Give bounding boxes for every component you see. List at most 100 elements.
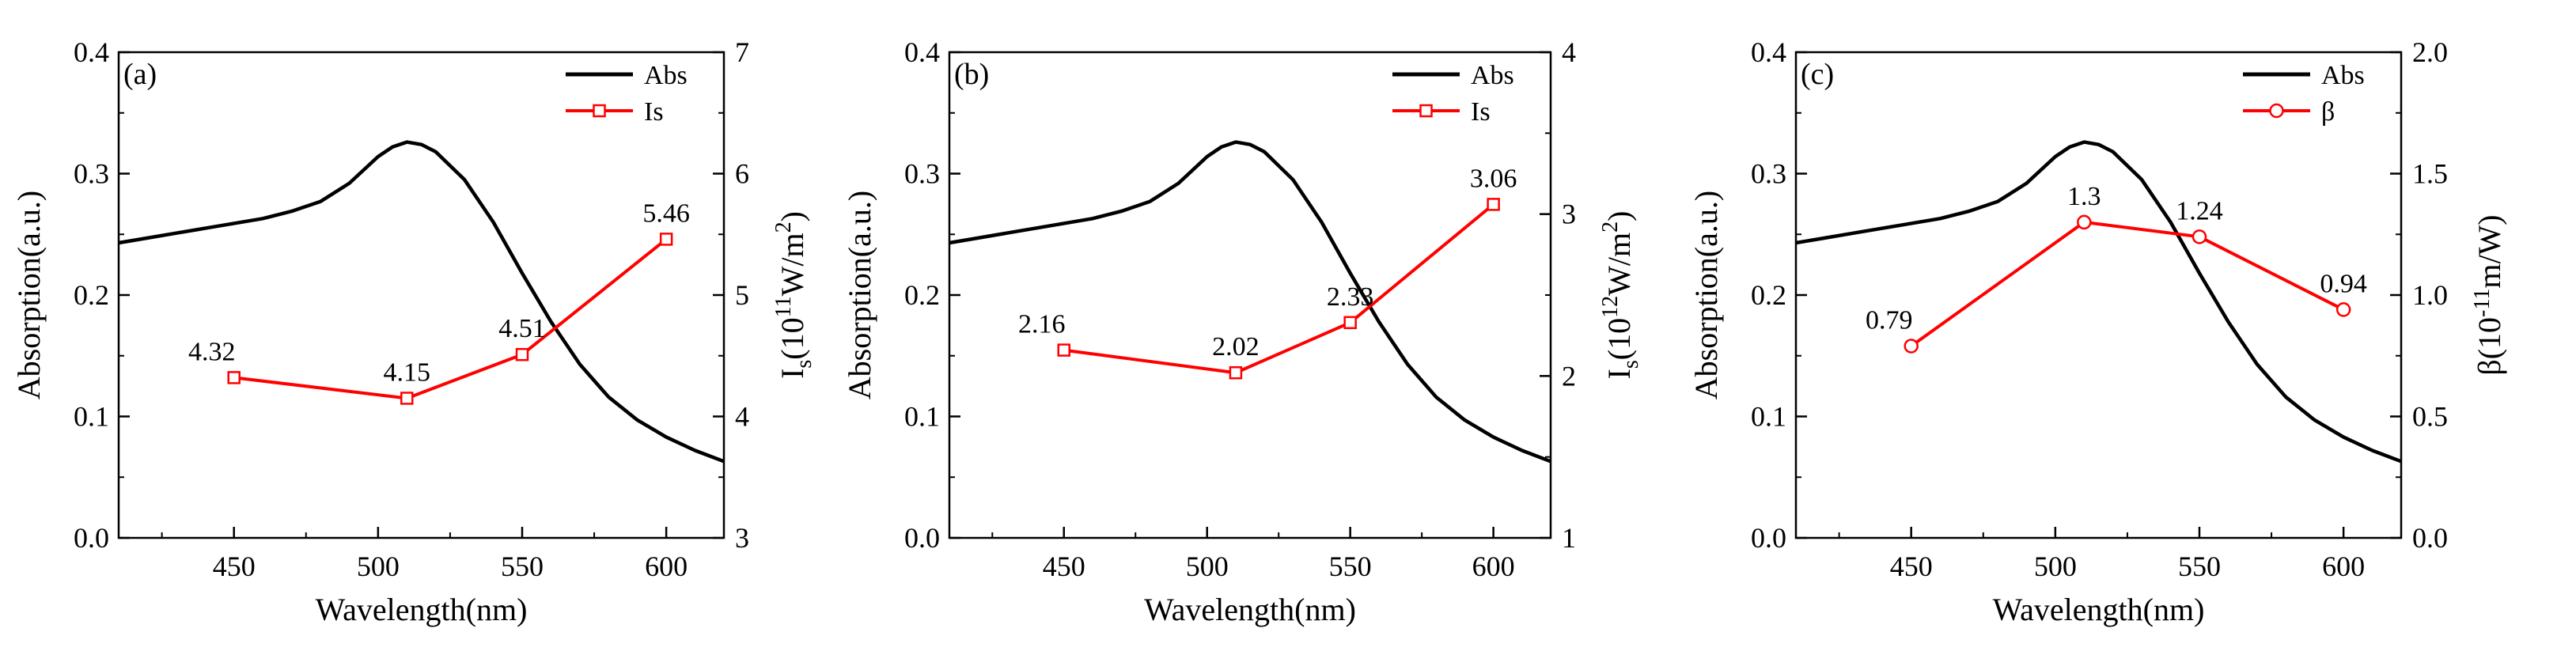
y-left-axis-label: Absorption(a.u.) xyxy=(11,191,47,399)
data-label: 4.51 xyxy=(498,314,546,343)
x-tick-label: 500 xyxy=(357,551,400,582)
plot-frame xyxy=(1794,51,2403,539)
legend-marker xyxy=(1419,104,1433,118)
y-right-tick-label: 4 xyxy=(735,401,749,433)
y-right-tick-label: 1.0 xyxy=(2412,279,2448,311)
data-point xyxy=(400,392,414,405)
y-right-label-part: I xyxy=(775,369,810,379)
data-label: 2.02 xyxy=(1212,332,1260,361)
series-line-is xyxy=(1063,202,1494,375)
y-right-label-part: W/m xyxy=(1601,233,1637,296)
x-tick-label: 600 xyxy=(2322,551,2365,582)
data-label: 4.15 xyxy=(384,358,431,387)
y-right-label-part: ) xyxy=(775,211,810,221)
series-line-- xyxy=(1910,220,2345,348)
y-left-tick-label: 0.4 xyxy=(904,36,940,68)
x-tick-label: 450 xyxy=(1043,551,1085,582)
legend-label: Abs xyxy=(2321,61,2365,90)
y-right-tick-label: 5 xyxy=(735,279,749,311)
y-right-axis-label: β(10-11m/W) xyxy=(2470,214,2507,375)
y-right-label-part: (10 xyxy=(775,317,810,359)
plot-frame xyxy=(948,51,1552,539)
y-right-label-part: W/m xyxy=(775,233,810,296)
y-left-tick-label: 0.0 xyxy=(904,522,940,554)
legend-marker xyxy=(2269,103,2284,119)
y-right-label-part: m/W) xyxy=(2472,214,2507,288)
y-right-label-part: β(10 xyxy=(2472,317,2507,376)
y-right-label-part: s xyxy=(1619,360,1643,369)
x-tick-label: 500 xyxy=(1186,551,1229,582)
data-point xyxy=(2077,214,2092,230)
x-tick-label: 450 xyxy=(1890,551,1933,582)
x-tick-label: 500 xyxy=(2034,551,2077,582)
x-tick-label: 550 xyxy=(501,551,544,582)
y-left-axis-label: Absorption(a.u.) xyxy=(1688,191,1724,399)
y-left-tick-label: 0.4 xyxy=(1751,36,1786,68)
x-tick-label: 550 xyxy=(2178,551,2221,582)
x-tick-label: 600 xyxy=(1472,551,1515,582)
data-label: 0.94 xyxy=(2320,269,2367,298)
y-right-tick-label: 4 xyxy=(1562,36,1576,68)
y-right-tick-label: 7 xyxy=(735,36,749,68)
data-label: 3.06 xyxy=(1470,164,1517,193)
legend-label: Abs xyxy=(644,61,688,90)
y-left-tick-label: 0.3 xyxy=(1751,158,1786,190)
chart-panel-2: 450 500 550 6000.00.10.20.30.41234Wavelengt… xyxy=(842,36,1643,627)
y-right-tick-label: 1.5 xyxy=(2412,158,2448,190)
data-point xyxy=(2191,229,2207,244)
y-left-tick-label: 0.1 xyxy=(904,401,940,433)
y-left-tick-label: 0.4 xyxy=(74,36,109,68)
x-tick-label: 550 xyxy=(1329,551,1372,582)
legend-label: Is xyxy=(1471,97,1491,127)
data-point xyxy=(1343,316,1357,330)
chart-panel-3: 450 500 550 600 0.0 0.1 0.2 0.3 0.4 0.0 0.5 1.0 1.5 2… xyxy=(1688,36,2507,627)
y-left-tick-label: 0.2 xyxy=(904,279,940,311)
y-left-axis-label: Absorption(a.u.) xyxy=(842,191,877,399)
y-right-label-part: (10 xyxy=(1601,318,1637,360)
data-point xyxy=(2335,302,2351,317)
data-point xyxy=(659,233,673,246)
data-point xyxy=(1057,343,1071,357)
y-left-tick-label: 0.3 xyxy=(904,158,940,190)
y-right-tick-label: 2 xyxy=(1562,360,1576,392)
y-left-tick-label: 0.2 xyxy=(74,279,109,311)
y-right-label-part: I xyxy=(1601,369,1637,379)
y-right-label-part: s xyxy=(792,360,816,369)
y-left-tick-label: 0.1 xyxy=(1751,401,1786,433)
y-right-tick-label: 3 xyxy=(1562,199,1576,230)
data-label: 1.24 xyxy=(2176,196,2223,225)
x-tick-label: 450 xyxy=(213,551,256,582)
y-left-tick-label: 0.0 xyxy=(1751,522,1786,554)
y-right-tick-label: 0.5 xyxy=(2412,401,2448,433)
series-line-abs xyxy=(949,140,1551,464)
data-label: 5.46 xyxy=(642,199,690,228)
data-point xyxy=(1904,339,1919,354)
series-line-abs xyxy=(1795,140,2402,464)
y-right-axis-label: Is(1012W/m2) xyxy=(1598,211,1643,380)
y-right-tick-label: 6 xyxy=(735,158,749,190)
y-right-tick-label: 0.0 xyxy=(2412,522,2448,554)
panel-tag: (a) xyxy=(123,58,157,91)
series-line-is xyxy=(233,237,668,400)
data-point xyxy=(1229,365,1243,380)
data-label: 0.79 xyxy=(1866,305,1913,335)
x-tick-label: 600 xyxy=(645,551,688,582)
y-right-label-part: 2 xyxy=(771,221,796,233)
y-left-tick-label: 0.2 xyxy=(1751,279,1786,311)
y-right-label-part: 11 xyxy=(771,296,796,317)
data-point xyxy=(227,371,241,384)
data-point xyxy=(515,347,529,361)
y-right-tick-label: 1 xyxy=(1562,522,1576,554)
legend-label: Is xyxy=(644,97,664,127)
legend-marker xyxy=(593,104,606,118)
y-left-tick-label: 0.1 xyxy=(74,401,109,433)
data-label: 1.3 xyxy=(2067,182,2101,211)
data-label: 4.32 xyxy=(188,337,236,366)
y-right-axis-label: Is(1011W/m2) xyxy=(771,211,816,379)
plot-frame xyxy=(117,51,725,539)
legend-label: β xyxy=(2321,97,2335,127)
y-right-label-part: -11 xyxy=(2470,289,2495,317)
legend-label: Abs xyxy=(1471,61,1514,90)
data-label: 2.33 xyxy=(1327,282,1374,312)
